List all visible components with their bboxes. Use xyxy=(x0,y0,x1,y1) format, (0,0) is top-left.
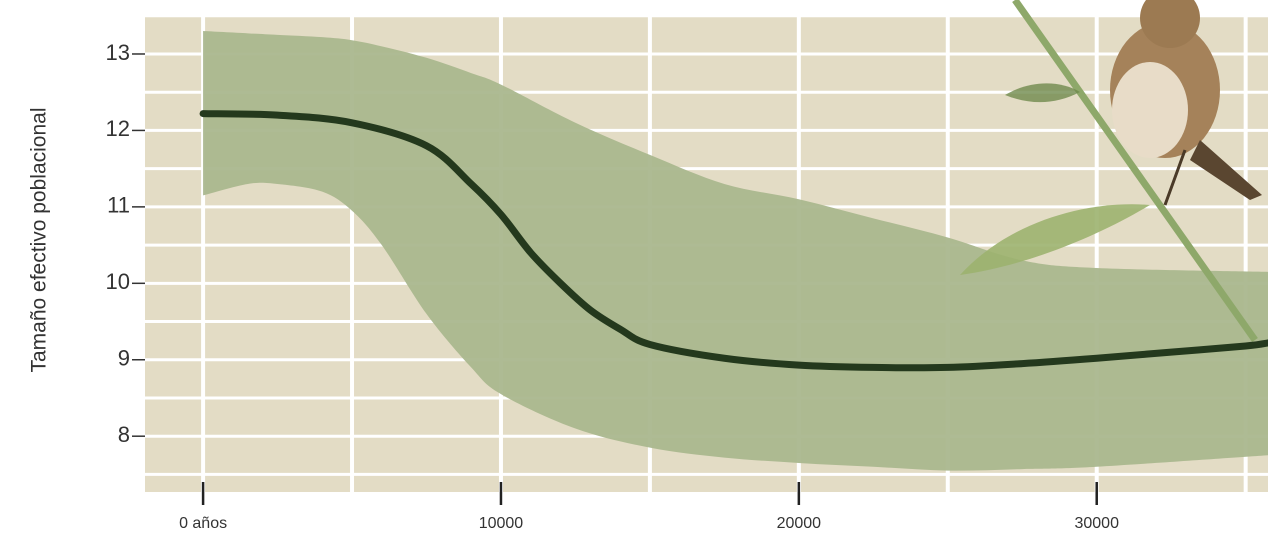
bird-belly xyxy=(1112,62,1188,158)
chart: Tamaño efectivo poblacional 8 9 10 11 12 13 0 … xyxy=(0,0,1268,535)
y-tick-label: 12 xyxy=(106,116,130,141)
y-tick-label: 8 xyxy=(118,422,130,447)
y-tick-label: 10 xyxy=(106,269,130,294)
y-tick-label: 13 xyxy=(106,40,130,65)
x-tick-label: 10000 xyxy=(479,515,524,532)
x-tick-label: 30000 xyxy=(1074,515,1119,532)
y-axis-title: Tamaño efectivo poblacional xyxy=(28,107,51,372)
x-tick-label: 0 años xyxy=(179,515,227,532)
x-tick-label: 20000 xyxy=(777,515,822,532)
y-tick-label: 9 xyxy=(118,346,130,371)
y-tick-label: 11 xyxy=(107,193,130,218)
